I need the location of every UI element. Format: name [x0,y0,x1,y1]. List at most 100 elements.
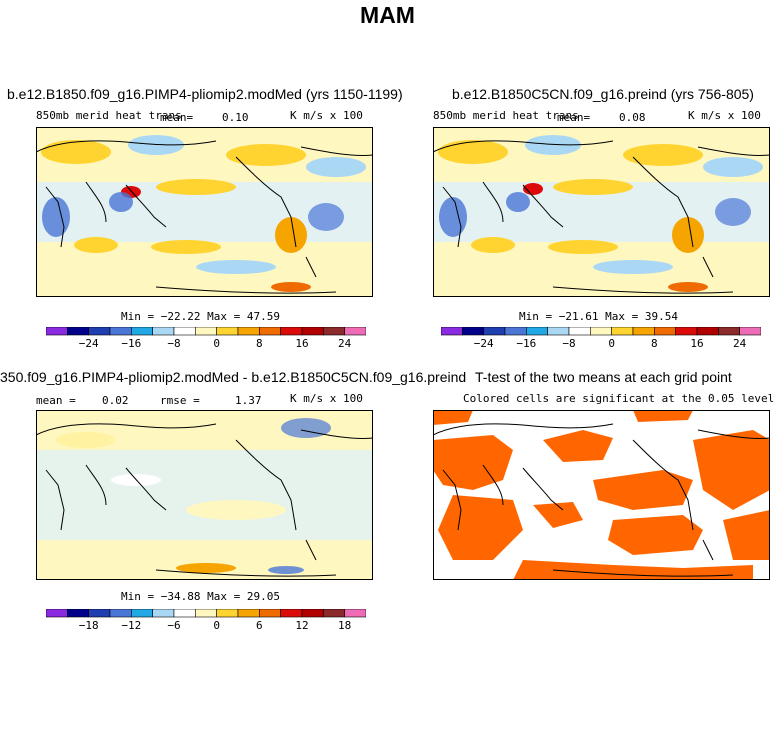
colorbar-swatch [109,609,132,618]
colorbar-swatch [323,609,345,618]
colorbar-swatch [259,327,281,336]
panel2-fill [433,127,770,297]
colorbar-swatch [216,609,239,618]
panel2-mean-value: 0.08 [619,111,646,124]
panel3-colorbar: −18 −12 −6 0 6 12 18 [46,609,366,631]
colorbar-swatch [301,327,324,336]
colorbar-tick-label: 0 [608,337,615,349]
panel2-min-max: Min = −21.61 Max = 39.54 [519,310,678,323]
colorbar-tick-label: −18 [79,619,99,631]
panel4-map [433,410,770,580]
colorbar-swatch [483,327,506,336]
panel3-fill [36,410,373,580]
panel3-colorbar-ticks: −18 −12 −6 0 6 12 18 [79,619,352,631]
panel2-map [433,127,770,297]
panel1-map [36,127,373,297]
colorbar-swatch [526,327,548,336]
colorbar-tick-label: −16 [121,337,141,349]
panel4-coastlines [433,423,770,577]
colorbar-swatch [675,327,698,336]
colorbar-swatch [173,327,196,336]
colorbar-tick-label: −6 [167,619,180,631]
colorbar-swatch [547,327,570,336]
panel2-units: K m/s x 100 [688,109,761,122]
colorbar-swatch [611,327,634,336]
panel1-variable-label: 850mb merid heat trans [36,109,182,122]
colorbar-tick-label: −8 [167,337,180,349]
panel1-units: K m/s x 100 [290,109,363,122]
colorbar-tick-label: −8 [562,337,575,349]
panel3-units: K m/s x 100 [290,392,363,405]
colorbar-swatch [67,327,89,336]
colorbar-swatch [237,609,260,618]
colorbar-swatch [632,327,655,336]
colorbar-swatch [46,609,68,618]
colorbar-swatch [88,327,111,336]
panel3-rmse-label: rmse = [160,394,200,407]
colorbar-swatch [504,327,527,336]
panel1-fill [36,127,373,297]
colorbar-swatch [131,327,153,336]
colorbar-tick-label: 16 [295,337,308,349]
colorbar-swatch [280,609,303,618]
panel2-colorbar-swatches [441,327,761,336]
panel2-mean-label: mean= [557,111,591,124]
colorbar-tick-label: 18 [338,619,351,631]
panel3-min-max: Min = −34.88 Max = 29.05 [121,590,280,603]
panel1-title: b.e12.B1850.f09_g16.PIMP4-pliomip2.modMe… [7,86,403,102]
page-title: MAM [360,2,415,28]
panel1-mean-label: mean= [160,111,194,124]
colorbar-swatch [344,327,366,336]
colorbar-swatch [88,609,111,618]
colorbar-swatch [152,609,175,618]
colorbar-swatch [323,327,345,336]
colorbar-tick-label: 8 [651,337,658,349]
panel4-title: T-test of the two means at each grid poi… [475,369,732,385]
panel2-title: b.e12.B1850C5CN.f09_g16.preind (yrs 756-… [452,86,754,102]
colorbar-swatch [568,327,591,336]
colorbar-swatch [259,609,281,618]
colorbar-tick-label: 6 [256,619,263,631]
panel3-coastlines [36,423,373,577]
panel4-significance-cells [433,410,770,580]
panel4-subtitle: Colored cells are significant at the 0.0… [463,392,775,405]
colorbar-swatch [654,327,676,336]
panel2-colorbar-ticks: −24 −16 −8 0 8 16 24 [474,337,747,349]
colorbar-swatch [696,327,719,336]
colorbar-swatch [718,327,740,336]
colorbar-tick-label: 24 [338,337,352,349]
colorbar-swatch [67,609,89,618]
panel1-mean-value: 0.10 [222,111,249,124]
panel3-map [36,410,373,580]
panel3-mean-value: 0.02 [102,394,129,407]
colorbar-tick-label: −24 [79,337,99,349]
colorbar-swatch [462,327,484,336]
colorbar-swatch [109,327,132,336]
colorbar-tick-label: −16 [516,337,536,349]
panel1-min-max: Min = −22.22 Max = 47.59 [121,310,280,323]
panel2-variable-label: 850mb merid heat trans [433,109,579,122]
colorbar-tick-label: −12 [121,619,141,631]
colorbar-tick-label: 12 [295,619,308,631]
panel1-colorbar: −24 −16 −8 0 8 16 24 [46,327,366,349]
colorbar-tick-label: 16 [690,337,703,349]
panel3-title: 350.f09_g16.PIMP4-pliomip2.modMed - b.e1… [0,369,467,385]
panel2-colorbar: −24 −16 −8 0 8 16 24 [441,327,761,349]
panel1-colorbar-swatches [46,327,366,336]
panel1-coastlines [36,140,373,294]
colorbar-swatch [173,609,196,618]
colorbar-swatch [301,609,324,618]
colorbar-swatch [590,327,612,336]
panel1-colorbar-ticks: −24 −16 −8 0 8 16 24 [79,337,352,349]
colorbar-tick-label: 0 [213,337,220,349]
colorbar-swatch [739,327,761,336]
colorbar-tick-label: 24 [733,337,747,349]
colorbar-swatch [152,327,175,336]
panel3-mean-label: mean = [36,394,76,407]
panel3-rmse-value: 1.37 [235,394,262,407]
colorbar-swatch [195,327,217,336]
colorbar-tick-label: −24 [474,337,494,349]
colorbar-swatch [441,327,463,336]
colorbar-tick-label: 8 [256,337,263,349]
colorbar-swatch [216,327,239,336]
